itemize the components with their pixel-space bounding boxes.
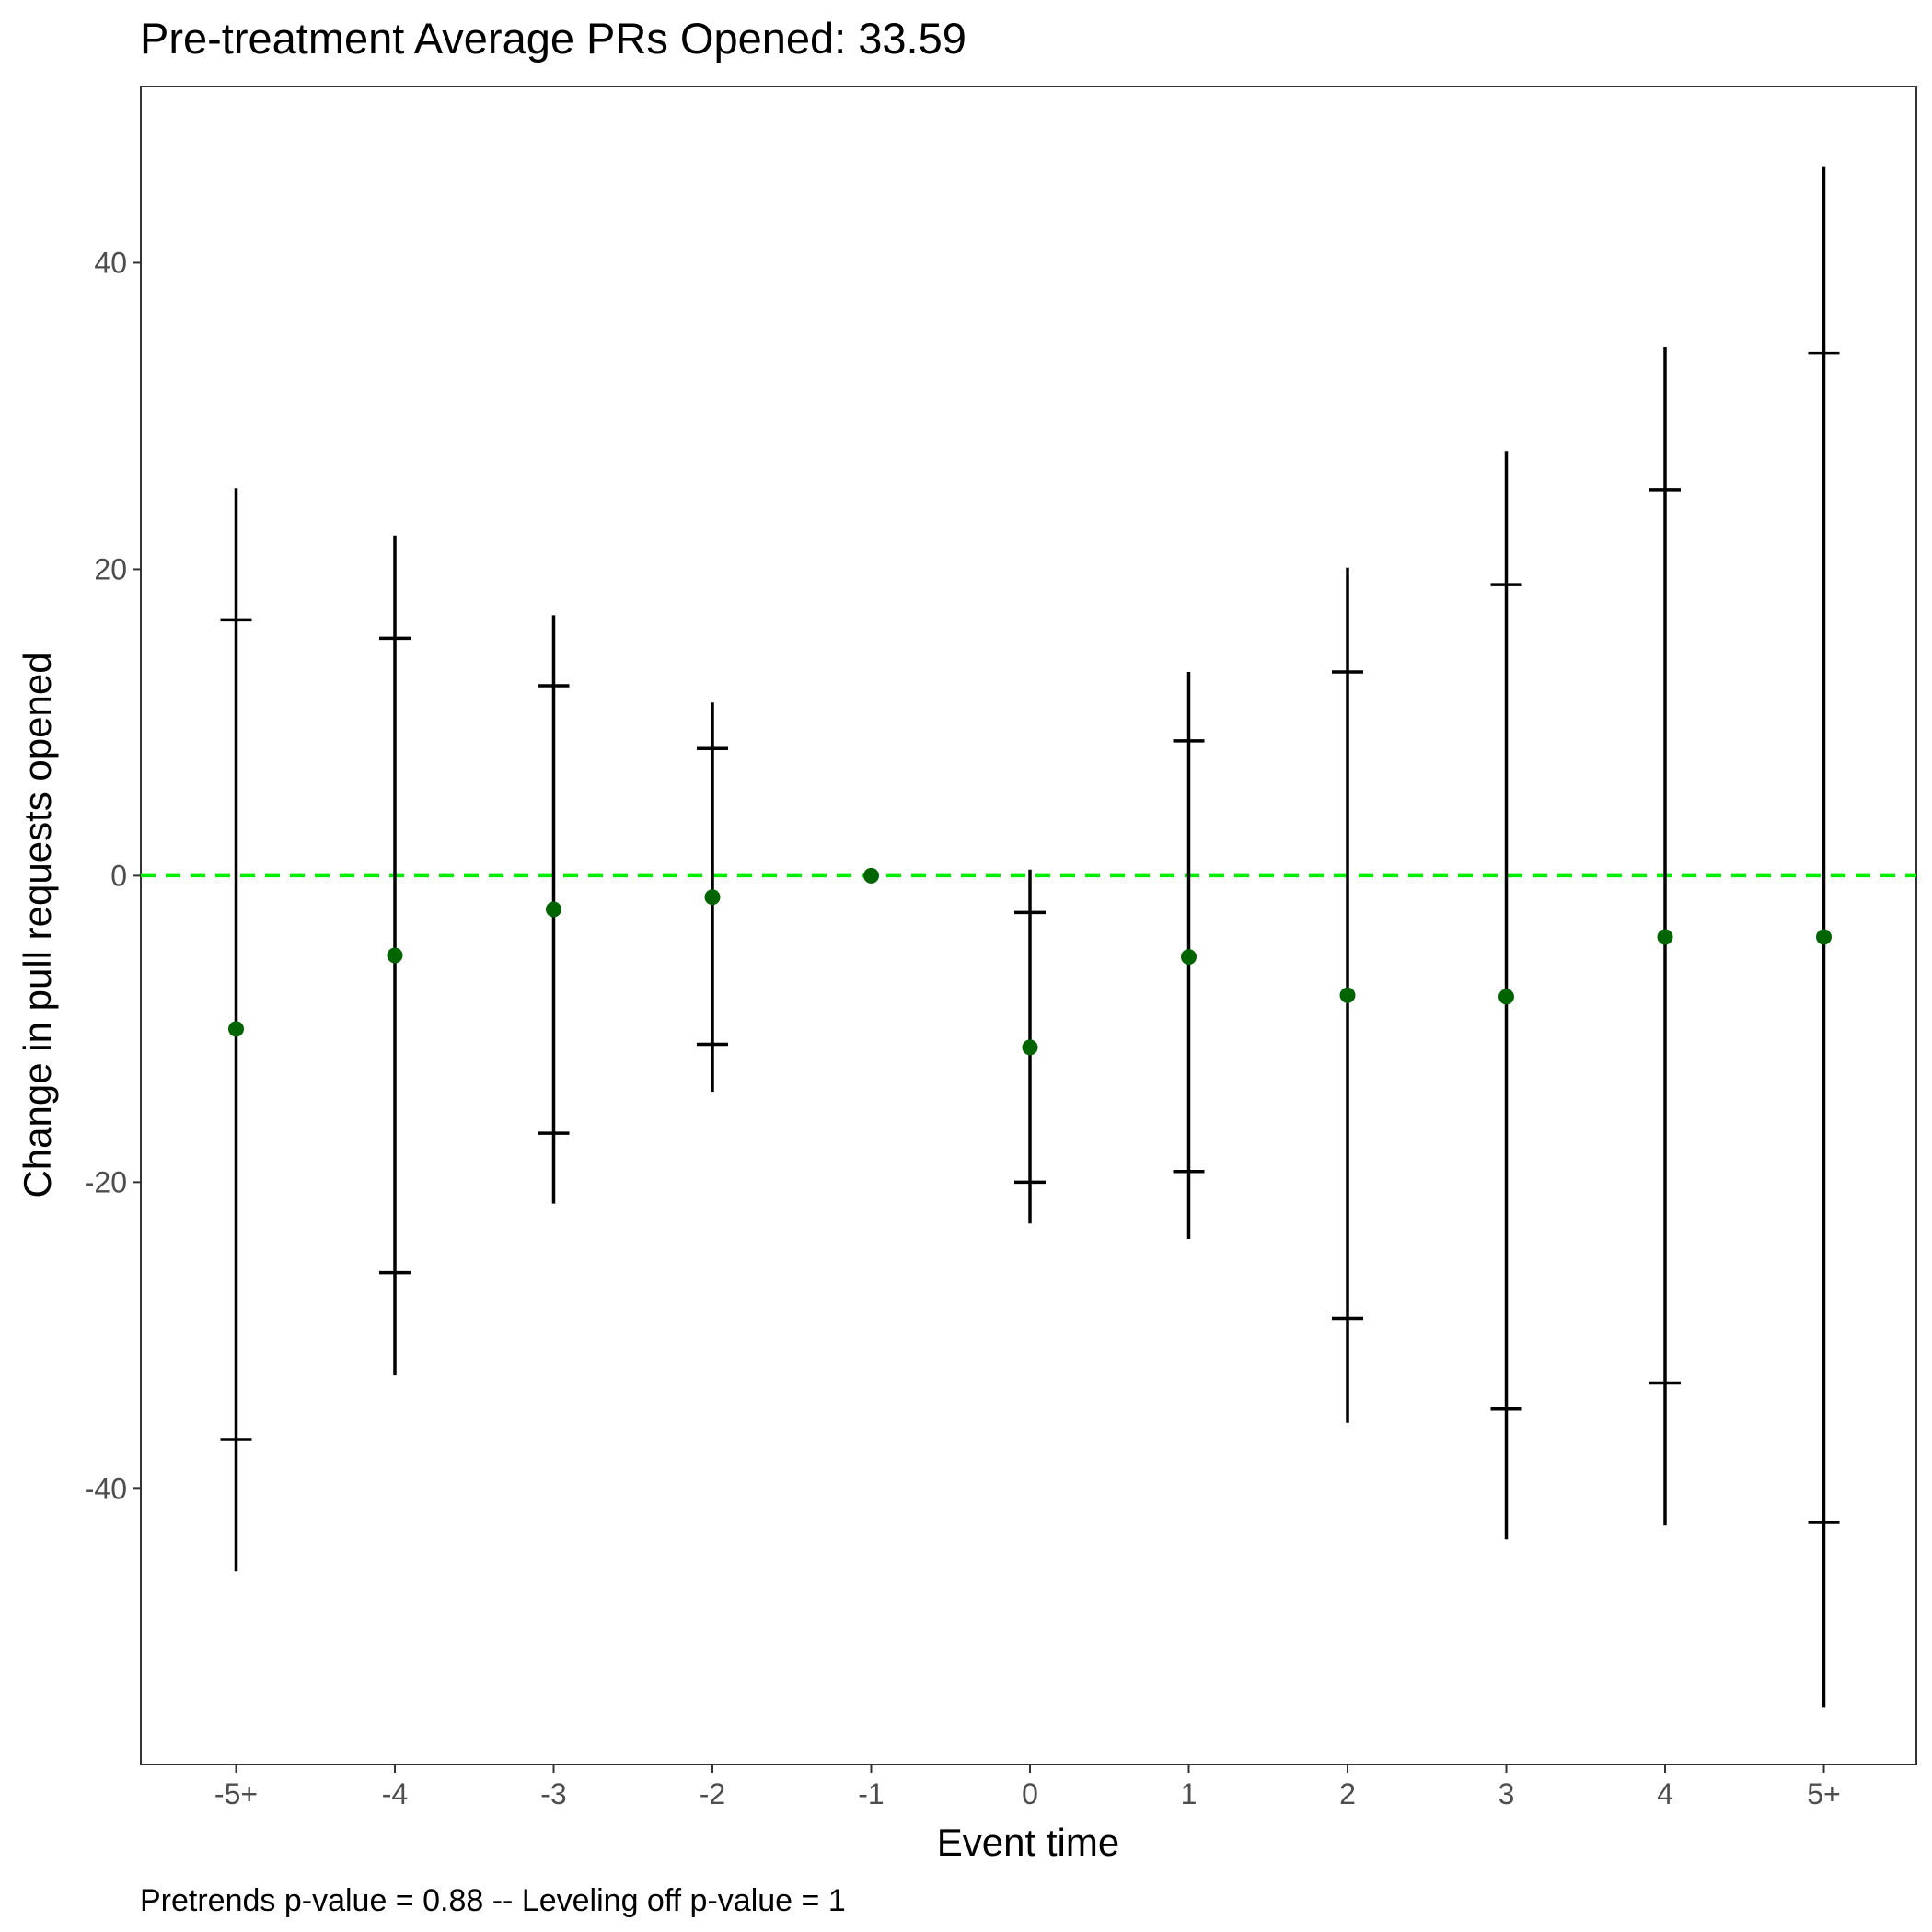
plot-panel [140, 86, 1917, 1765]
x-tick-label: -4 [382, 1777, 408, 1811]
y-tick-label: 40 [94, 246, 127, 279]
panel-border [140, 86, 1917, 1765]
estimate-point [1022, 1039, 1038, 1056]
estimate-point [863, 867, 879, 884]
x-tick-label: -1 [858, 1777, 884, 1811]
chart-title: Pre-treatment Average PRs Opened: 33.59 [140, 14, 966, 63]
estimate-point [704, 889, 721, 906]
x-tick-label: 3 [1498, 1777, 1515, 1811]
x-axis-title: Event time [937, 1821, 1119, 1864]
y-tick-label: 20 [94, 552, 127, 585]
estimate-point [546, 901, 561, 918]
x-tick-label: -5+ [214, 1777, 258, 1811]
point-layer [228, 867, 1832, 1056]
x-axis: -5+ -4 -3 -2 -1 0 1 2 3 4 5+ [214, 1764, 1841, 1811]
y-tick-label: -40 [85, 1472, 127, 1505]
x-tick-label: 0 [1022, 1777, 1038, 1811]
x-tick-label: -2 [700, 1777, 725, 1811]
estimate-point [1657, 929, 1673, 945]
y-axis-title: Change in pull requests opened [16, 652, 59, 1197]
estimate-point [1816, 929, 1832, 945]
estimate-point [387, 947, 403, 964]
y-tick-label: 0 [110, 859, 127, 892]
x-tick-label: 4 [1657, 1777, 1673, 1811]
x-tick-label: 5+ [1807, 1777, 1840, 1811]
estimate-point [228, 1021, 244, 1037]
chart-caption: Pretrends p-value = 0.88 -- Leveling off… [140, 1883, 846, 1918]
x-tick-label: 2 [1339, 1777, 1356, 1811]
estimate-point [1339, 987, 1356, 1003]
x-tick-label: -3 [540, 1777, 566, 1811]
estimate-point [1498, 989, 1514, 1005]
x-tick-label: 1 [1181, 1777, 1197, 1811]
y-tick-label: -20 [85, 1165, 127, 1198]
estimate-point [1181, 949, 1197, 966]
y-axis: -40 -20 0 20 40 [85, 246, 141, 1505]
errorbar-layer [220, 166, 1840, 1708]
